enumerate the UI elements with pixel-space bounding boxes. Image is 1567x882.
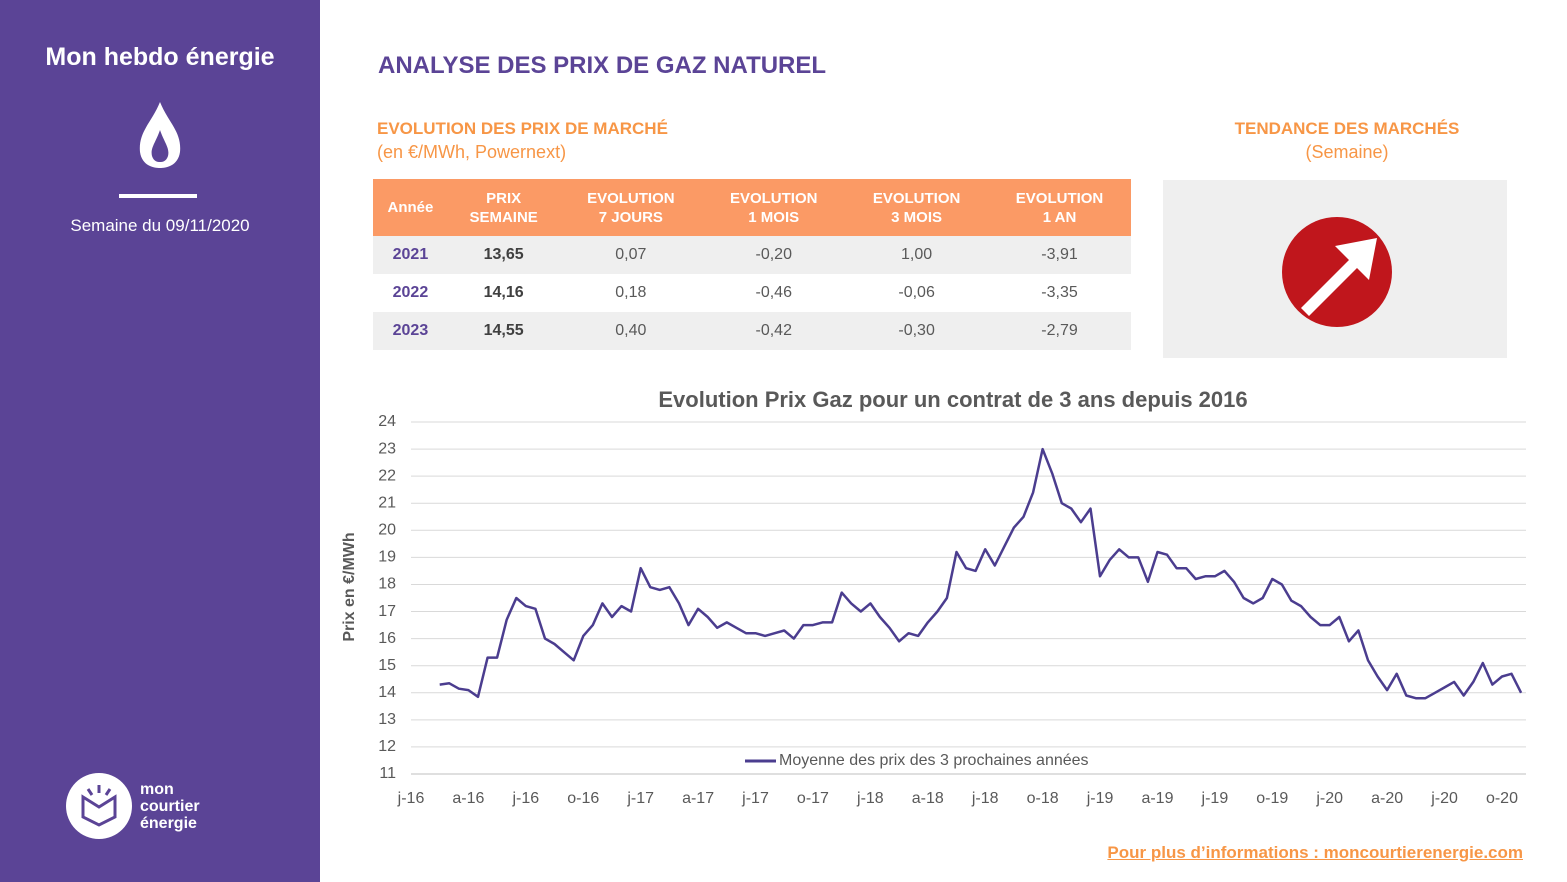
y-tick-label: 13 <box>378 711 396 728</box>
table-cell: -0,30 <box>845 312 989 350</box>
sidebar: Mon hebdo énergie Semaine du 09/11/2020 … <box>0 0 320 882</box>
table-cell: -2,79 <box>988 312 1131 350</box>
table-cell: 2021 <box>373 236 448 274</box>
x-tick-label: a-20 <box>1371 790 1403 807</box>
table-row: 2022 14,16 0,18 -0,46 -0,06 -3,35 <box>373 274 1131 312</box>
flame-icon <box>139 102 181 168</box>
sidebar-title: Mon hebdo énergie <box>45 43 275 71</box>
table-row: 2021 13,65 0,07 -0,20 1,00 -3,91 <box>373 236 1131 274</box>
x-tick-label: j-16 <box>511 790 539 807</box>
x-tick-label: o-19 <box>1256 790 1288 807</box>
table-header-cell: EVOLUTION 1 MOIS <box>702 179 846 236</box>
x-tick-label: a-18 <box>912 790 944 807</box>
price-table: Année PRIX SEMAINE EVOLUTION 7 JOURS EVOLUT… <box>373 179 1131 350</box>
table-cell: 1,00 <box>845 236 989 274</box>
x-tick-label: j-19 <box>1201 790 1229 807</box>
logo-icon <box>66 773 132 839</box>
y-tick-label: 16 <box>378 630 396 647</box>
y-tick-label: 12 <box>378 738 396 755</box>
x-tick-label: o-16 <box>567 790 599 807</box>
table-cell: 14,55 <box>447 312 560 350</box>
table-cell: -0,20 <box>702 236 846 274</box>
table-cell: 2023 <box>373 312 448 350</box>
y-tick-label: 21 <box>378 494 396 511</box>
table-cell: 14,16 <box>483 284 524 301</box>
table-header-cell: EVOLUTION 7 JOURS <box>559 179 703 236</box>
x-tick-label: j-17 <box>741 790 769 807</box>
x-tick-label: j-20 <box>1315 790 1343 807</box>
x-tick-label: a-19 <box>1141 790 1173 807</box>
table-cell: 0,18 <box>615 284 647 301</box>
y-tick-label: 11 <box>379 765 396 782</box>
y-tick-label: 24 <box>378 413 396 430</box>
week-label: Semaine du 09/11/2020 <box>70 216 250 235</box>
y-tick-label: 22 <box>378 467 396 484</box>
x-tick-label: a-16 <box>452 790 484 807</box>
x-tick-label: j-18 <box>856 790 884 807</box>
section-subtitle: (en €/MWh, Powernext) <box>377 142 567 162</box>
y-tick-label: 20 <box>378 522 396 539</box>
logo-text: mon courtier énergie <box>140 781 200 832</box>
x-tick-label: j-16 <box>397 790 425 807</box>
section-title: EVOLUTION DES PRIX DE MARCHÉ <box>377 119 668 138</box>
x-tick-label: a-17 <box>682 790 714 807</box>
x-tick-label: j-17 <box>626 790 654 807</box>
y-tick-label: 15 <box>378 657 396 674</box>
table-cell: 0,07 <box>559 236 703 274</box>
divider <box>119 194 197 198</box>
table-cell: -0,06 <box>898 284 935 301</box>
table-header-cell: EVOLUTION 1 AN <box>988 179 1131 236</box>
table-cell: -0,46 <box>755 284 792 301</box>
x-tick-label: j-18 <box>971 790 999 807</box>
table-cell: 0,40 <box>559 312 703 350</box>
y-tick-label: 17 <box>378 603 396 620</box>
table-cell: -3,91 <box>988 236 1131 274</box>
table-cell: 13,65 <box>447 236 560 274</box>
x-tick-label: o-17 <box>797 790 829 807</box>
y-tick-label: 14 <box>378 684 396 701</box>
legend-label: Moyenne des prix des 3 prochaines années <box>779 752 1089 769</box>
x-tick-label: j-20 <box>1430 790 1458 807</box>
y-tick-label: 18 <box>378 576 396 593</box>
x-tick-label: o-20 <box>1486 790 1518 807</box>
table-header-cell: Année <box>373 179 448 236</box>
table-cell: 2022 <box>392 284 429 301</box>
y-tick-label: 23 <box>378 440 396 457</box>
trend-panel <box>1163 180 1507 358</box>
x-tick-label: j-19 <box>1086 790 1114 807</box>
table-header-cell: PRIX SEMAINE <box>447 179 560 236</box>
table-cell: -3,35 <box>1041 284 1078 301</box>
y-axis-label: Prix en €/MWh <box>341 532 358 641</box>
table-cell: -0,42 <box>702 312 846 350</box>
trend-subtitle: (Semaine) <box>1305 142 1389 162</box>
info-link[interactable]: Pour plus d’informations : moncourtieren… <box>1107 843 1523 862</box>
trend-title: TENDANCE DES MARCHÉS <box>1234 119 1460 138</box>
chart-title: Evolution Prix Gaz pour un contrat de 3 … <box>658 387 1247 412</box>
table-header-cell: EVOLUTION 3 MOIS <box>845 179 989 236</box>
y-tick-label: 19 <box>378 549 396 566</box>
x-tick-label: o-18 <box>1027 790 1059 807</box>
table-row: 2023 14,55 0,40 -0,42 -0,30 -2,79 <box>373 312 1131 350</box>
page-title: ANALYSE DES PRIX DE GAZ NATUREL <box>378 52 827 79</box>
data-line <box>439 447 1523 700</box>
